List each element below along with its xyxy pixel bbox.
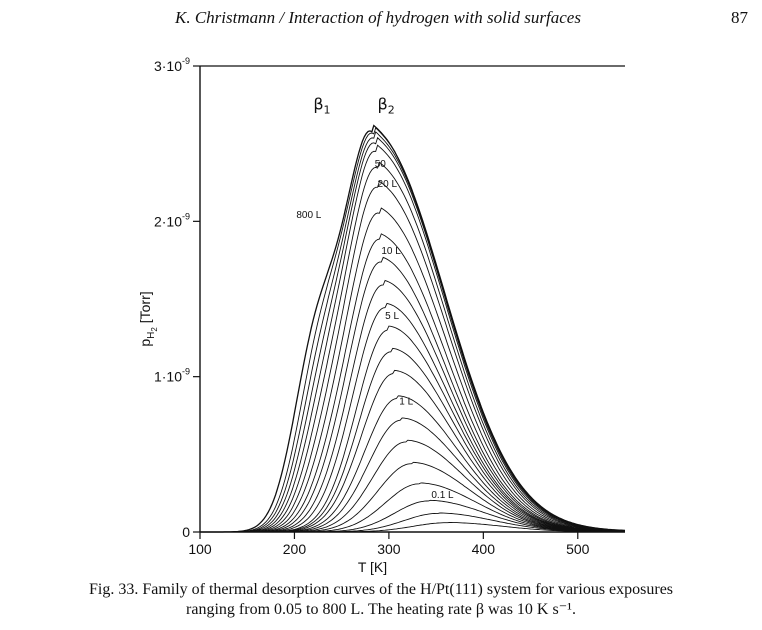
figure-caption: Fig. 33. Family of thermal desorption cu… <box>10 580 752 620</box>
x-tick-label: 200 <box>283 541 307 557</box>
desorption-curve <box>200 180 626 533</box>
plot-frame <box>199 65 625 533</box>
curve-group <box>200 124 626 533</box>
desorption-curve <box>200 124 626 533</box>
desorption-curve <box>200 256 626 533</box>
running-head-title: K. Christmann / Interaction of hydrogen … <box>175 8 581 27</box>
y-tick-label: 0 <box>182 524 190 540</box>
x-tick-label: 500 <box>566 541 590 557</box>
chart-labels: T [K] pH2 [Torr] β1 β2 800 L 50 20 L 10 L 5 L 1 L… <box>137 94 454 575</box>
peak-label: β1 <box>313 94 330 116</box>
desorption-curve <box>200 417 625 533</box>
desorption-curve <box>200 161 626 533</box>
exposure-label: 5 L <box>385 311 399 322</box>
desorption-curve <box>200 136 626 533</box>
running-head: K. Christmann / Interaction of hydrogen … <box>0 8 762 32</box>
exposure-label: 800 L <box>296 210 321 221</box>
x-tick-label: 100 <box>188 541 212 557</box>
exposure-label: 10 L <box>381 246 401 257</box>
desorption-curve <box>200 369 625 533</box>
exposure-label: 0.1 L <box>431 490 454 501</box>
y-axis-label: pH2 [Torr] <box>137 291 159 346</box>
desorption-curve <box>200 127 626 533</box>
caption-line-2: ranging from 0.05 to 800 L. The heating … <box>186 601 576 618</box>
x-tick-label: 400 <box>472 541 496 557</box>
y-tick-label: 1·10-9 <box>154 367 190 385</box>
desorption-curve <box>200 144 626 533</box>
exposure-label: 20 L <box>378 179 398 190</box>
desorption-curve <box>200 131 626 533</box>
desorption-curve <box>200 302 625 533</box>
exposure-label: 1 L <box>399 397 413 408</box>
desorption-curve <box>200 233 626 533</box>
page-number: 87 <box>731 8 748 27</box>
x-axis-label: T [K] <box>358 559 387 575</box>
desorption-curve <box>200 325 626 533</box>
desorption-curve <box>200 207 626 533</box>
caption-line-1: Fig. 33. Family of thermal desorption cu… <box>88 581 674 598</box>
desorption-curve <box>200 395 625 533</box>
exposure-label: 50 <box>375 159 387 170</box>
y-tick-label: 3·10-9 <box>154 56 190 74</box>
x-tick-label: 300 <box>377 541 401 557</box>
axis-ticks: 100 200 300 400 500 0 1·10-9 2·10-9 3·10-9 <box>154 56 590 557</box>
y-tick-label: 2·10-9 <box>154 211 190 229</box>
peak-label: β2 <box>378 94 395 116</box>
